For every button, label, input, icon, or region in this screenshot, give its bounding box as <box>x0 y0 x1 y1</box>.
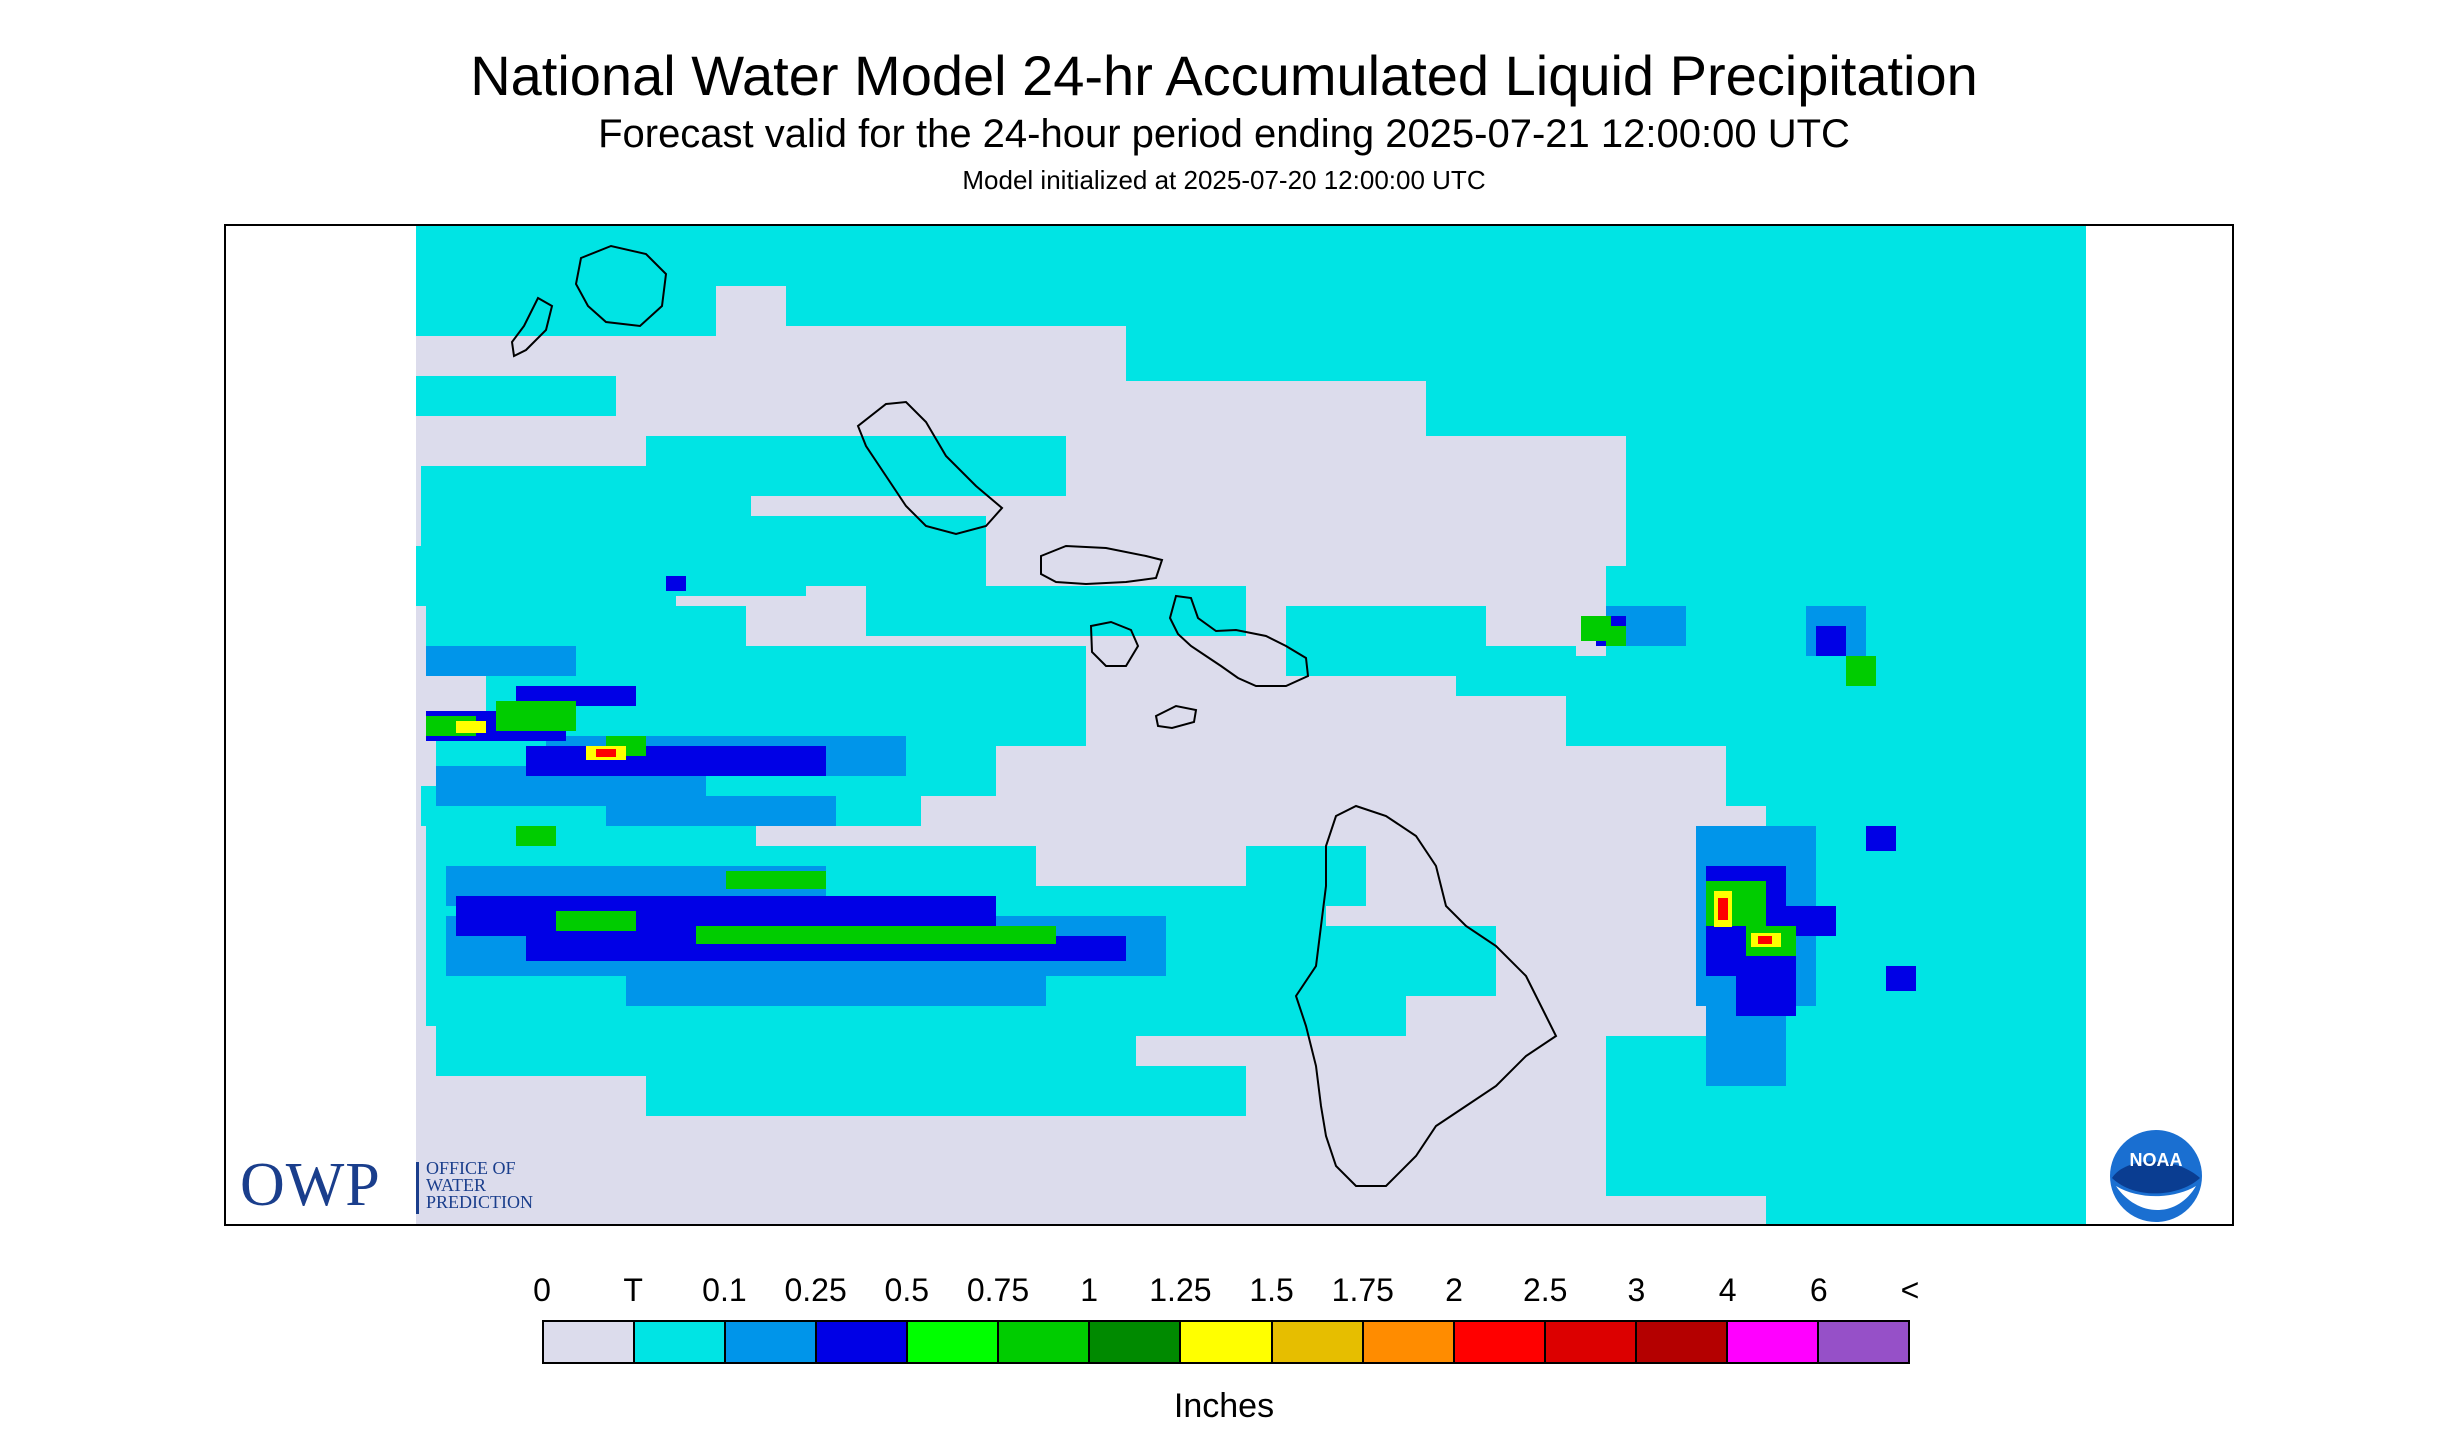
niihau-coast <box>510 296 554 358</box>
legend-label: 0.1 <box>702 1272 747 1308</box>
legend-label: 1.75 <box>1331 1272 1394 1308</box>
noaa-logo: NOAA <box>2108 1128 2204 1224</box>
legend-label: 1.25 <box>1149 1272 1212 1308</box>
legend-bin <box>1727 1322 1819 1362</box>
noaa-mark: NOAA <box>2130 1150 2183 1170</box>
lanai-coast <box>1089 620 1140 667</box>
legend-label: 0 <box>533 1272 551 1308</box>
kauai-coast <box>574 244 668 328</box>
map-canvas: NOAA <box>226 226 2232 1224</box>
legend-bin <box>726 1322 818 1362</box>
legend-bin <box>1818 1322 1908 1362</box>
legend-label: 2 <box>1445 1272 1463 1308</box>
map-subtitle: Forecast valid for the 24-hour period en… <box>598 112 1850 156</box>
legend-bin <box>1636 1322 1728 1362</box>
legend-bin <box>544 1322 636 1362</box>
legend-bin <box>908 1322 1000 1362</box>
trace-precip-areas <box>416 226 2086 1224</box>
legend-label: 1 <box>1080 1272 1099 1308</box>
molokai-coast <box>1040 544 1164 586</box>
legend-bin <box>999 1322 1091 1362</box>
legend-bin <box>1545 1322 1637 1362</box>
legend-label: 0.75 <box>966 1272 1030 1308</box>
legend-label: 4 <box>1718 1272 1737 1308</box>
legend-bin <box>1454 1322 1546 1362</box>
legend-label: 0.25 <box>784 1272 847 1308</box>
precipitation-map: NOAA OWP OFFICE OF WATER PREDICTION <box>224 224 2234 1226</box>
legend-units: Inches <box>1173 1387 1275 1425</box>
legend-color-bar <box>542 1320 1910 1364</box>
model-init-time: Model initialized at 2025-07-20 12:00:00… <box>962 165 1486 195</box>
legend-label: 3 <box>1627 1272 1646 1308</box>
legend-labels: 0 T 0.1 0.25 0.5 0.75 1 1.25 1.5 1.75 2 2.5 3 4 6 < <box>0 1270 2448 1310</box>
legend-label: 2.5 <box>1522 1272 1568 1308</box>
legend-bin <box>1363 1322 1455 1362</box>
green-precip-areas <box>426 616 1876 956</box>
heavy-precip-areas <box>456 721 1781 947</box>
oahu-coast <box>856 400 1004 536</box>
map-title: National Water Model 24-hr Accumulated L… <box>470 44 1978 107</box>
maui-coast <box>1168 594 1310 687</box>
owp-subtext: OFFICE OF WATER PREDICTION <box>426 1158 533 1212</box>
legend-bin <box>1090 1322 1182 1362</box>
legend-label: < <box>1900 1272 1920 1308</box>
legend-bin <box>1272 1322 1364 1362</box>
legend-bin <box>1181 1322 1273 1362</box>
coastlines <box>510 244 1558 1187</box>
owp-divider <box>416 1162 419 1214</box>
hawaii-coast <box>1294 804 1558 1187</box>
legend-label: 6 <box>1809 1272 1828 1308</box>
legend-bin <box>635 1322 727 1362</box>
legend-label: T <box>623 1272 643 1308</box>
kahoolawe-coast <box>1154 704 1198 730</box>
legend-label: 1.5 <box>1249 1272 1294 1308</box>
owp-mark: OWP <box>240 1151 381 1219</box>
legend-label: 0.5 <box>884 1272 930 1308</box>
legend-bin <box>817 1322 909 1362</box>
